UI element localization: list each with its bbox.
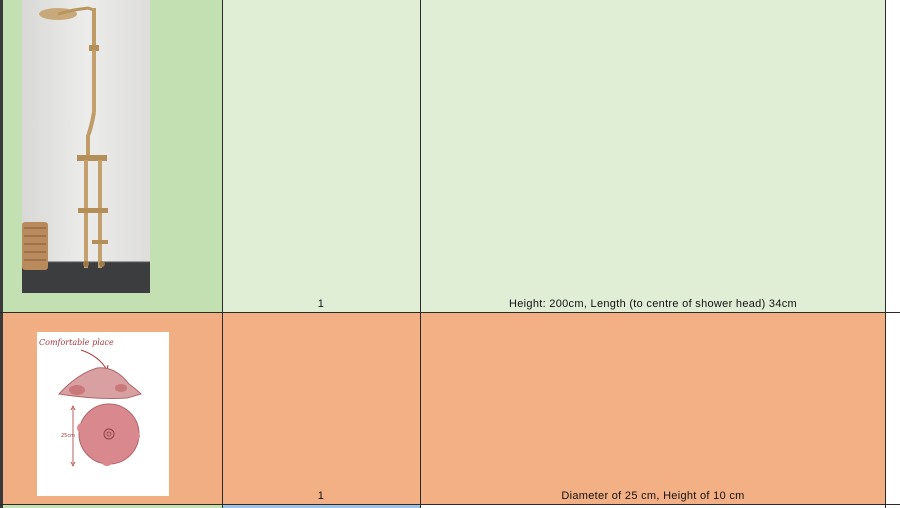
row-1-quantity-cell[interactable]: 1 — [222, 0, 420, 312]
row-2-dimensions: Diameter of 25 cm, Height of 10 cm — [561, 490, 745, 502]
shower-column-photo — [22, 0, 150, 293]
row-1-image-cell[interactable] — [3, 0, 222, 312]
row-1-dimensions-cell[interactable]: Height: 200cm, Length (to centre of show… — [421, 0, 885, 312]
table-left-border — [0, 0, 3, 508]
row-2-quantity: 1 — [317, 490, 325, 502]
row-divider-1 — [0, 312, 900, 313]
row-3-quantity-cell[interactable] — [222, 505, 420, 508]
column-divider-2 — [420, 0, 421, 508]
row-divider-2 — [0, 504, 900, 505]
row-1-dimensions: Height: 200cm, Length (to centre of show… — [509, 298, 797, 310]
row-2-image-cell[interactable]: Comfortable place 25cm — [3, 313, 222, 504]
shower-column-image — [22, 0, 150, 293]
sketch-dimension-text: 25cm — [61, 433, 75, 439]
column-divider-1 — [222, 0, 223, 508]
hand-sketch-drawing: Comfortable place 25cm — [37, 332, 169, 496]
row-1-quantity: 1 — [317, 298, 325, 310]
column-divider-3 — [885, 0, 886, 508]
row-2-quantity-cell[interactable]: 1 — [222, 313, 420, 504]
row-2-dimensions-cell[interactable]: Diameter of 25 cm, Height of 10 cm — [421, 313, 885, 504]
sketch-image: Comfortable place 25cm — [39, 338, 142, 467]
sketch-annotation-text: Comfortable place — [39, 338, 114, 347]
row-3-image-cell[interactable] — [3, 505, 222, 508]
